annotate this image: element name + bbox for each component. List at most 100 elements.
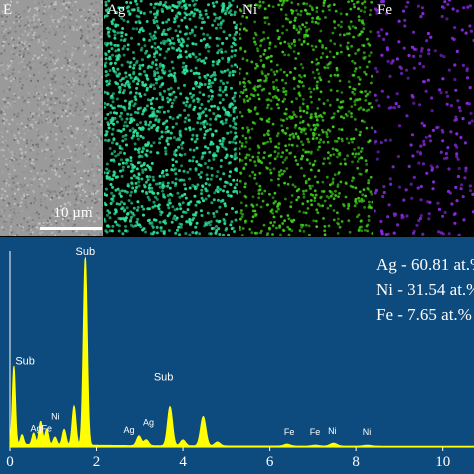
map-dot	[321, 9, 325, 13]
map-dot	[200, 26, 204, 30]
se-grain	[98, 82, 101, 85]
se-grain	[33, 31, 36, 34]
map-dot	[108, 216, 112, 220]
map-dot	[290, 8, 293, 12]
se-grain	[35, 85, 37, 88]
se-grain	[70, 9, 73, 12]
se-grain	[24, 151, 27, 154]
map-dot	[266, 103, 270, 107]
se-grain	[47, 194, 50, 196]
se-grain	[35, 214, 38, 217]
map-dot	[159, 210, 163, 214]
map-dot	[457, 166, 461, 171]
map-dot	[155, 97, 159, 101]
map-dot	[131, 127, 135, 131]
map-dot	[215, 0, 219, 4]
se-grain	[83, 52, 86, 55]
map-dot	[158, 65, 162, 68]
map-dot	[334, 194, 338, 197]
map-dot	[158, 53, 162, 57]
se-grain	[43, 64, 46, 66]
map-dot	[206, 165, 210, 169]
map-dot	[106, 121, 110, 125]
map-dot	[443, 210, 447, 215]
se-grain	[38, 136, 41, 139]
se-grain	[2, 35, 5, 38]
se-grain	[43, 193, 46, 196]
map-dot	[253, 173, 257, 177]
se-grain	[17, 230, 19, 233]
se-grain	[18, 62, 21, 65]
map-dot	[326, 66, 330, 70]
se-grain	[73, 51, 76, 54]
se-grain	[17, 13, 20, 16]
map-dot	[183, 183, 187, 187]
se-grain	[83, 152, 86, 155]
se-grain	[42, 101, 45, 104]
se-grain	[29, 203, 32, 206]
map-dot	[360, 225, 364, 229]
map-dot	[311, 71, 315, 74]
se-grain	[42, 44, 45, 47]
map-dot	[315, 136, 319, 140]
map-dot	[120, 83, 124, 87]
map-dot	[369, 175, 373, 179]
se-grain	[40, 121, 43, 124]
se-grain	[15, 234, 18, 236]
se-grain	[70, 128, 73, 131]
map-dot	[150, 114, 154, 118]
se-grain	[34, 57, 37, 60]
se-grain	[4, 184, 7, 187]
se-grain	[99, 233, 102, 236]
se-grain	[81, 199, 84, 201]
se-grain	[70, 156, 73, 159]
se-grain	[63, 163, 66, 166]
map-dot	[233, 10, 237, 14]
map-dot	[163, 32, 167, 36]
map-dot	[172, 20, 176, 24]
se-grain	[76, 28, 78, 31]
map-dot	[454, 88, 458, 92]
map-dot	[293, 126, 297, 129]
map-dot	[253, 176, 256, 180]
map-dot	[366, 92, 370, 96]
se-grain	[26, 142, 28, 145]
map-dot	[150, 161, 154, 165]
se-grain	[36, 153, 39, 156]
map-dot	[105, 79, 109, 83]
map-dot	[323, 199, 327, 203]
se-grain	[36, 92, 38, 95]
map-dot	[353, 155, 357, 159]
map-dot	[402, 198, 406, 202]
map-dot	[269, 153, 273, 157]
map-dot	[195, 146, 199, 150]
map-dot	[222, 82, 225, 85]
se-grain	[55, 171, 58, 174]
map-dot	[183, 108, 187, 112]
map-dot	[358, 133, 362, 137]
map-dot	[234, 49, 238, 52]
map-dot	[271, 5, 275, 9]
map-dot	[166, 203, 170, 207]
se-grain	[18, 131, 20, 134]
se-grain	[98, 55, 101, 58]
se-grain	[44, 5, 47, 8]
map-dot	[325, 175, 329, 179]
map-dot	[176, 34, 180, 38]
se-grain	[69, 184, 72, 187]
se-grain	[44, 110, 47, 113]
map-dot	[277, 3, 280, 7]
se-grain	[67, 6, 70, 9]
map-dot	[145, 20, 149, 23]
se-grain	[49, 60, 52, 63]
map-dot	[319, 78, 323, 82]
map-dot	[285, 0, 289, 2]
se-grain	[84, 57, 87, 60]
map-dot	[288, 44, 291, 48]
map-dot	[202, 20, 206, 24]
map-dot	[199, 164, 203, 167]
map-dot	[117, 129, 121, 133]
map-dot	[400, 213, 404, 217]
se-grain	[3, 197, 6, 200]
map-dot	[316, 107, 320, 110]
